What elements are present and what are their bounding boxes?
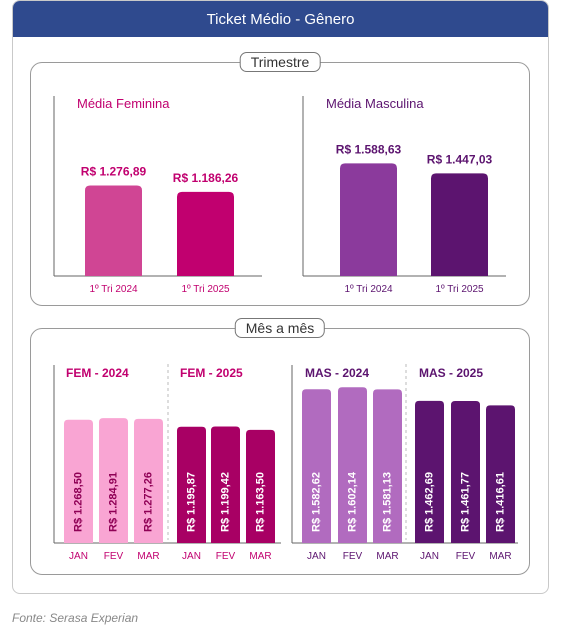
month-bar-mas-2025-2 — [451, 400, 480, 543]
month-value-label-mas-2025-2: R$ 1.461,77 — [459, 472, 471, 532]
month-bar-fem-2025-3 — [246, 429, 275, 543]
month-value-label-mas-2025-1: R$ 1.462,69 — [423, 472, 435, 532]
quarter-panel-title-mas: Média Masculina — [326, 96, 424, 111]
quarter-bar-fem-2 — [177, 191, 234, 276]
quarter-value-label-fem-2: R$ 1.186,26 — [173, 171, 239, 185]
month-category-label-fem-2024-3: MAR — [137, 551, 159, 562]
month-category-label-fem-2024-2: FEV — [104, 551, 124, 562]
quarter-category-label-fem-2: 1º Tri 2025 — [181, 284, 230, 295]
quarter-bar-mas-2 — [431, 173, 488, 276]
month-category-label-mas-2025-2: FEV — [456, 551, 476, 562]
quarter-bar-mas-1 — [340, 163, 397, 276]
month-category-label-mas-2024-2: FEV — [343, 551, 363, 562]
month-category-label-fem-2025-2: FEV — [216, 551, 236, 562]
month-category-label-fem-2025-3: MAR — [249, 551, 271, 562]
month-value-label-fem-2025-3: R$ 1.163,50 — [254, 472, 266, 532]
month-value-label-fem-2025-1: R$ 1.195,87 — [185, 472, 197, 532]
quarter-category-label-mas-2: 1º Tri 2025 — [435, 284, 484, 295]
month-series-title-fem-2025: FEM - 2025 — [180, 366, 243, 380]
month-value-label-mas-2024-1: R$ 1.582,62 — [310, 472, 322, 532]
month-bar-fem-2024-3 — [134, 418, 163, 543]
month-bar-fem-2024-1 — [64, 419, 93, 543]
month-bar-fem-2025-2 — [211, 426, 240, 543]
month-bar-mas-2025-1 — [415, 400, 444, 543]
quarter-value-label-mas-1: R$ 1.588,63 — [336, 142, 402, 156]
month-category-label-mas-2025-1: JAN — [420, 551, 439, 562]
month-value-label-fem-2024-1: R$ 1.268,50 — [72, 472, 84, 532]
quarter-value-label-mas-2: R$ 1.447,03 — [427, 152, 493, 166]
month-category-label-fem-2025-1: JAN — [182, 551, 201, 562]
month-series-title-fem-2024: FEM - 2024 — [66, 366, 129, 380]
source-note: Fonte: Serasa Experian — [12, 611, 139, 625]
month-series-title-mas-2024: MAS - 2024 — [305, 366, 369, 380]
month-value-label-mas-2024-3: R$ 1.581,13 — [381, 472, 393, 532]
month-bar-fem-2024-2 — [99, 418, 128, 543]
quarter-panel-title-fem: Média Feminina — [77, 96, 170, 111]
quarter-category-label-fem-1: 1º Tri 2024 — [89, 284, 138, 295]
month-category-label-fem-2024-1: JAN — [69, 551, 88, 562]
month-value-label-fem-2024-2: R$ 1.284,91 — [107, 472, 119, 532]
trimestre-title: Trimestre — [239, 52, 321, 72]
month-value-label-mas-2025-3: R$ 1.416,61 — [494, 472, 506, 532]
month-bar-mas-2024-1 — [302, 389, 331, 543]
month-value-label-mas-2024-2: R$ 1.602,14 — [346, 471, 358, 532]
month-category-label-mas-2024-1: JAN — [307, 551, 326, 562]
month-category-label-mas-2025-3: MAR — [489, 551, 511, 562]
quarter-bar-fem-1 — [85, 185, 142, 276]
month-series-title-mas-2025: MAS - 2025 — [419, 366, 483, 380]
month-value-label-fem-2024-3: R$ 1.277,26 — [142, 472, 154, 532]
month-bar-mas-2024-3 — [373, 389, 402, 543]
card-title: Ticket Médio - Gênero — [13, 1, 548, 37]
month-bar-mas-2025-3 — [486, 405, 515, 543]
month-category-label-mas-2024-3: MAR — [376, 551, 398, 562]
quarter-category-label-mas-1: 1º Tri 2024 — [344, 284, 393, 295]
mes-a-mes-title: Mês a mês — [234, 318, 326, 338]
month-bar-mas-2024-2 — [338, 387, 367, 543]
month-bar-fem-2025-1 — [177, 426, 206, 543]
quarter-value-label-fem-1: R$ 1.276,89 — [81, 164, 147, 178]
month-value-label-fem-2025-2: R$ 1.199,42 — [219, 472, 231, 532]
